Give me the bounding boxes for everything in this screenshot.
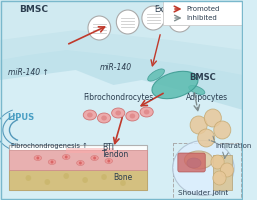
Text: LIPUS: LIPUS <box>7 113 35 122</box>
Ellipse shape <box>77 160 84 166</box>
Text: miR-140: miR-140 <box>99 63 131 72</box>
Circle shape <box>116 10 139 34</box>
Circle shape <box>168 8 191 32</box>
Circle shape <box>213 171 226 185</box>
Ellipse shape <box>87 112 93 117</box>
Ellipse shape <box>130 114 135 118</box>
Ellipse shape <box>148 69 164 81</box>
Circle shape <box>204 109 221 127</box>
Ellipse shape <box>144 110 150 114</box>
Circle shape <box>63 173 69 179</box>
Ellipse shape <box>185 151 213 169</box>
Ellipse shape <box>51 160 53 164</box>
Text: BTI: BTI <box>102 143 114 152</box>
Circle shape <box>25 175 31 181</box>
Circle shape <box>221 163 234 177</box>
Ellipse shape <box>107 160 110 162</box>
Circle shape <box>120 180 126 186</box>
Ellipse shape <box>36 156 39 160</box>
Ellipse shape <box>126 111 139 121</box>
Text: BMSC: BMSC <box>19 5 48 14</box>
Ellipse shape <box>65 156 68 158</box>
Ellipse shape <box>152 71 198 99</box>
Bar <box>213 155 232 190</box>
Text: Exosomes: Exosomes <box>154 5 192 14</box>
Bar <box>10 170 146 190</box>
Text: Fibrochondrocytes: Fibrochondrocytes <box>83 93 153 102</box>
Text: Adipocytes: Adipocytes <box>186 93 228 102</box>
Text: miR-140 ↑: miR-140 ↑ <box>7 68 48 77</box>
Circle shape <box>44 179 50 185</box>
Polygon shape <box>0 0 243 50</box>
Circle shape <box>101 174 107 180</box>
Text: Bone: Bone <box>114 173 133 182</box>
Polygon shape <box>0 0 243 75</box>
Circle shape <box>190 116 207 134</box>
Ellipse shape <box>173 140 234 196</box>
Circle shape <box>214 121 231 139</box>
Ellipse shape <box>187 158 201 168</box>
Circle shape <box>142 6 164 30</box>
Ellipse shape <box>112 108 125 118</box>
Text: BMSC: BMSC <box>189 73 216 82</box>
Ellipse shape <box>48 160 56 164</box>
Text: Tendon: Tendon <box>102 150 130 159</box>
Ellipse shape <box>79 162 82 164</box>
Ellipse shape <box>101 116 107 120</box>
Ellipse shape <box>115 110 121 116</box>
Text: Infiltration: Infiltration <box>216 143 252 149</box>
Circle shape <box>88 16 111 40</box>
Ellipse shape <box>62 154 70 160</box>
Bar <box>10 150 146 170</box>
Circle shape <box>198 129 215 147</box>
FancyBboxPatch shape <box>178 153 205 172</box>
Ellipse shape <box>83 110 96 120</box>
Circle shape <box>82 177 88 183</box>
Circle shape <box>211 155 224 169</box>
Ellipse shape <box>105 158 113 164</box>
Text: Shoulder joint: Shoulder joint <box>178 190 228 196</box>
FancyBboxPatch shape <box>10 145 146 190</box>
Text: Promoted: Promoted <box>186 6 220 12</box>
Text: Fibrochondrogenesis ↑: Fibrochondrogenesis ↑ <box>11 143 88 149</box>
Polygon shape <box>0 0 243 110</box>
Ellipse shape <box>189 85 205 95</box>
FancyBboxPatch shape <box>163 1 242 25</box>
Ellipse shape <box>93 156 96 160</box>
Ellipse shape <box>91 156 98 160</box>
Ellipse shape <box>34 156 42 160</box>
Bar <box>66 148 114 153</box>
Ellipse shape <box>140 107 153 117</box>
Ellipse shape <box>97 113 111 123</box>
Text: Inhibited: Inhibited <box>186 15 217 21</box>
